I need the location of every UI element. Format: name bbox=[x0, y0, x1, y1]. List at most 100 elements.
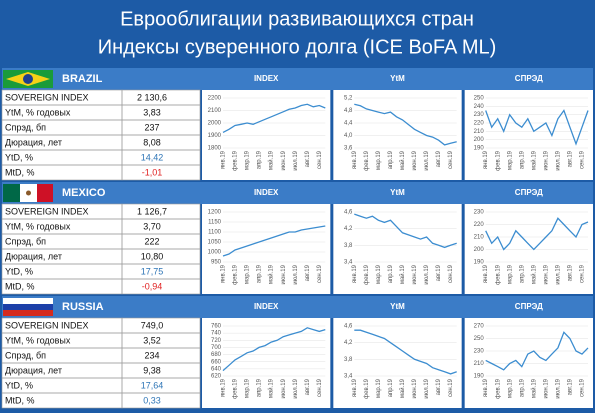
y-tick-label: 200 bbox=[474, 137, 485, 143]
x-tick-label: апр.19 bbox=[257, 378, 263, 397]
y-tick-label: 1150 bbox=[208, 220, 222, 226]
y-tick-label: 250 bbox=[474, 96, 485, 102]
x-tick-label: авг.19 bbox=[436, 150, 442, 167]
y-tick-label: 1050 bbox=[208, 240, 222, 246]
x-tick-label: мар.19 bbox=[245, 378, 251, 398]
x-tick-label: апр.19 bbox=[388, 264, 394, 283]
y-tick-label: 270 bbox=[474, 324, 485, 330]
x-tick-label: сен.19 bbox=[448, 264, 454, 283]
y-tick-label: 4,0 bbox=[344, 133, 353, 139]
row-label: Дюрация, лет bbox=[5, 251, 62, 261]
row-label: YtM, % годовых bbox=[5, 221, 71, 231]
x-tick-label: янв.19 bbox=[483, 378, 489, 397]
country-name: MEXICO bbox=[62, 187, 106, 199]
y-tick-label: 220 bbox=[474, 121, 485, 127]
x-tick-label: янв.19 bbox=[352, 150, 358, 169]
row-label: MtD, % bbox=[5, 167, 35, 177]
y-tick-label: 230 bbox=[474, 210, 485, 216]
x-tick-label: мар.19 bbox=[376, 264, 382, 284]
y-tick-label: 240 bbox=[474, 104, 485, 110]
row-label: Спрэд, бп bbox=[5, 122, 46, 132]
x-tick-label: май.19 bbox=[399, 264, 406, 284]
y-tick-label: 210 bbox=[474, 361, 485, 367]
chart-background bbox=[202, 204, 331, 294]
x-tick-label: май.19 bbox=[399, 378, 406, 398]
x-tick-label: фев.19 bbox=[233, 150, 239, 170]
y-tick-label: 200 bbox=[474, 247, 485, 253]
flag bbox=[3, 298, 53, 316]
row-value: 3,83 bbox=[143, 107, 161, 117]
y-tick-label: 660 bbox=[211, 359, 222, 365]
series-line bbox=[485, 331, 589, 371]
series-line bbox=[222, 327, 326, 372]
y-tick-label: 1100 bbox=[208, 230, 222, 236]
y-tick-label: 210 bbox=[474, 235, 485, 241]
y-tick-label: 3,4 bbox=[344, 260, 353, 266]
y-tick-label: 2100 bbox=[208, 108, 222, 114]
x-tick-label: янв.19 bbox=[483, 264, 489, 283]
x-tick-label: фев.19 bbox=[495, 264, 501, 284]
row-label: Спрэд, бп bbox=[5, 236, 46, 246]
row-label: YtD, % bbox=[5, 380, 33, 390]
y-tick-label: 1200 bbox=[208, 210, 222, 216]
chart-title: INDEX bbox=[254, 302, 279, 311]
x-tick-label: май.19 bbox=[268, 150, 275, 170]
y-tick-label: 4,8 bbox=[344, 108, 353, 114]
x-tick-label: авг.19 bbox=[436, 378, 442, 395]
x-tick-label: фев.19 bbox=[233, 264, 239, 284]
x-tick-label: июн.19 bbox=[412, 378, 418, 398]
y-tick-label: 620 bbox=[211, 374, 222, 380]
x-tick-label: фев.19 bbox=[364, 150, 370, 170]
x-tick-label: сен.19 bbox=[448, 378, 454, 397]
x-tick-label: сен.19 bbox=[580, 150, 586, 169]
y-tick-label: 2000 bbox=[208, 121, 222, 127]
row-value: 749,0 bbox=[141, 320, 164, 330]
y-tick-label: 4,4 bbox=[344, 121, 353, 127]
x-tick-label: авг.19 bbox=[305, 378, 311, 395]
x-tick-label: июл.19 bbox=[293, 150, 299, 170]
chart-title: СПРЭД bbox=[515, 188, 543, 197]
series-line bbox=[354, 213, 457, 249]
row-label: YtD, % bbox=[5, 266, 33, 276]
x-tick-label: янв.19 bbox=[352, 264, 358, 283]
title-line: Еврооблигации развивающихся стран bbox=[120, 8, 474, 30]
series-line bbox=[222, 103, 326, 133]
row-value: 10,80 bbox=[141, 251, 164, 261]
row-value: -1,01 bbox=[142, 167, 163, 177]
y-tick-label: 1800 bbox=[208, 146, 222, 152]
flag-stripe bbox=[3, 298, 53, 304]
x-tick-label: янв.19 bbox=[221, 150, 227, 169]
flag-stripe bbox=[37, 184, 53, 202]
row-label: SOVEREIGN INDEX bbox=[5, 206, 89, 216]
x-tick-label: май.19 bbox=[268, 378, 275, 398]
x-tick-label: июл.19 bbox=[293, 378, 299, 398]
section-header bbox=[2, 68, 593, 90]
chart-title: YtM bbox=[390, 302, 405, 311]
y-tick-label: 190 bbox=[474, 374, 485, 380]
x-tick-label: сен.19 bbox=[317, 264, 323, 283]
y-tick-label: 2200 bbox=[208, 96, 222, 102]
x-tick-label: июн.19 bbox=[543, 264, 549, 284]
row-value: 237 bbox=[144, 122, 159, 132]
x-tick-label: авг.19 bbox=[568, 150, 574, 167]
chart-background bbox=[464, 204, 593, 294]
x-tick-label: сен.19 bbox=[580, 264, 586, 283]
flag bbox=[3, 184, 53, 202]
x-tick-label: июн.19 bbox=[281, 378, 287, 398]
y-tick-label: 230 bbox=[474, 349, 485, 355]
row-label: YtM, % годовых bbox=[5, 107, 71, 117]
x-tick-label: мар.19 bbox=[376, 150, 382, 170]
y-tick-label: 250 bbox=[474, 336, 485, 342]
table-row bbox=[121, 392, 201, 409]
y-tick-label: 3,8 bbox=[344, 357, 353, 363]
chart-title: YtM bbox=[390, 188, 405, 197]
flag-emblem bbox=[26, 190, 31, 196]
row-value: 0,33 bbox=[143, 395, 161, 405]
flag-circle bbox=[23, 74, 33, 84]
country-name: BRAZIL bbox=[62, 73, 103, 85]
table-row bbox=[121, 164, 201, 181]
x-tick-label: июл.19 bbox=[555, 264, 561, 284]
x-tick-label: фев.19 bbox=[364, 264, 370, 284]
